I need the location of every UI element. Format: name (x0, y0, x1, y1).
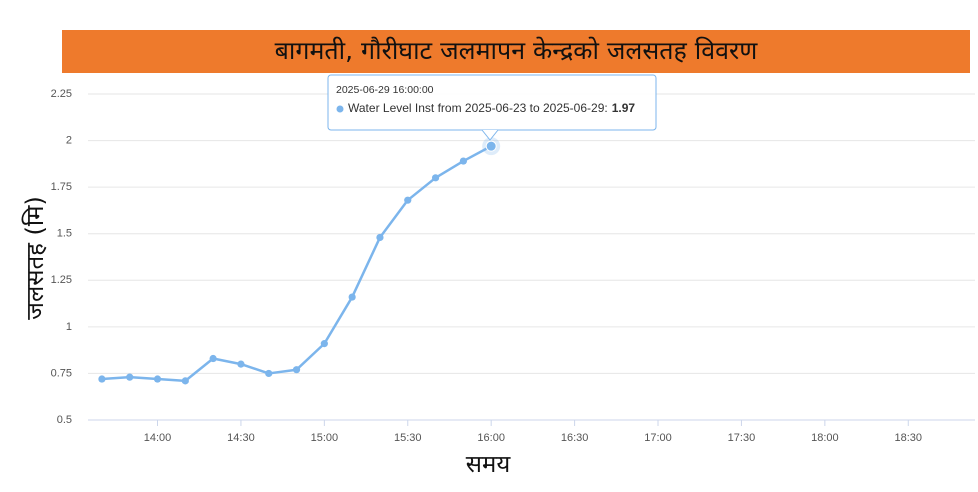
data-point (292, 366, 301, 374)
tooltip-line: Water Level Inst from 2025-06-23 to 2025… (348, 101, 635, 115)
y-tick-label: 1.75 (51, 181, 72, 193)
x-tick-label: 14:00 (144, 432, 172, 444)
data-point (376, 233, 384, 242)
y-tick-label: 1.5 (57, 228, 72, 240)
x-tick-label: 17:00 (644, 432, 672, 444)
data-point (348, 293, 356, 301)
x-tick-label: 14:30 (227, 432, 255, 444)
tooltip-value: 1.97 (612, 101, 636, 115)
x-tick-label: 18:30 (895, 432, 923, 444)
y-tick-label: 2.25 (51, 88, 72, 100)
x-axis-label: समय (466, 450, 512, 478)
x-tick-label: 16:30 (561, 432, 589, 444)
y-tick-label: 1 (66, 321, 72, 333)
series-line (101, 145, 492, 383)
data-point (459, 157, 467, 165)
tooltip: 2025-06-29 16:00:00 Water Level Inst from… (327, 74, 657, 141)
y-tick-label: 0.5 (57, 414, 72, 426)
y-axis-label: जलसतह (मि) (21, 196, 49, 320)
tooltip-header: 2025-06-29 16:00:00 (336, 84, 434, 96)
tooltip-symbol (336, 105, 344, 113)
x-tick-label: 17:30 (728, 432, 756, 444)
y-tick-label: 2 (66, 134, 72, 146)
x-tick-label: 15:00 (311, 432, 339, 444)
chart-title: बागमती, गौरीघाट जलमापन केन्द्रको जलसतह व… (275, 36, 759, 65)
data-point (209, 354, 217, 363)
data-point (320, 340, 328, 348)
data-point (181, 377, 189, 385)
y-tick-label: 0.75 (51, 367, 72, 379)
x-tick-label: 16:00 (477, 432, 505, 444)
x-tick-label: 15:30 (394, 432, 422, 444)
title-bar (62, 30, 970, 73)
data-point (404, 196, 412, 204)
y-tick-label: 1.25 (51, 274, 72, 286)
x-tick-label: 18:00 (811, 432, 839, 444)
data-point (237, 360, 245, 368)
data-point (153, 375, 162, 383)
tooltip-pointer (481, 129, 499, 141)
data-point (98, 375, 106, 383)
tooltip-series-label: Water Level Inst from 2025-06-23 to 2025… (348, 101, 608, 115)
data-point (126, 373, 134, 381)
data-point (265, 369, 273, 378)
data-point (431, 174, 440, 182)
data-point (485, 140, 497, 152)
